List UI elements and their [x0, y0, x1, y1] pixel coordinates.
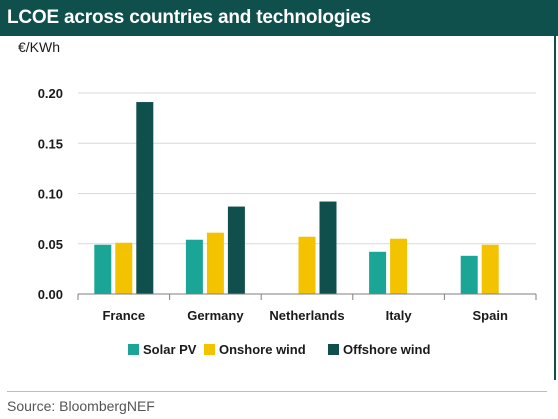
- bar-onshore-wind-italy: [390, 238, 408, 294]
- x-tick-label: Germany: [187, 308, 244, 323]
- y-tick-label: 0.20: [38, 86, 63, 101]
- bar-solar-pv-spain: [460, 255, 478, 294]
- source-divider: [7, 391, 547, 392]
- title-bar: LCOE across countries and technologies: [0, 0, 558, 36]
- chart-title: LCOE across countries and technologies: [7, 7, 372, 28]
- y-axis-ticks: 0.00 0.05 0.10 0.15 0.20: [38, 86, 63, 302]
- y-tick-label: 0.00: [38, 287, 63, 302]
- legend-swatch: [204, 344, 215, 355]
- legend-swatch: [328, 344, 339, 355]
- legend-label: Offshore wind: [343, 342, 430, 357]
- bar-onshore-wind-netherlands: [298, 236, 316, 294]
- legend-label: Onshore wind: [219, 342, 306, 357]
- y-tick-label: 0.10: [38, 187, 63, 202]
- bar-onshore-wind-france: [115, 242, 133, 294]
- bar-offshore-wind-germany: [227, 206, 245, 294]
- legend: Solar PV Onshore wind Offshore wind: [128, 342, 430, 357]
- bar-onshore-wind-spain: [481, 244, 499, 294]
- bar-solar-pv-italy: [369, 251, 387, 294]
- legend-swatch: [128, 344, 139, 355]
- bar-chart: €/KWh 0.00 0.05 0.10 0.15 0.20 France Germany…: [18, 39, 537, 357]
- x-axis: France Germany Netherlands Italy Spain: [77, 293, 537, 323]
- bar-solar-pv-germany: [185, 239, 203, 294]
- bar-offshore-wind-france: [136, 102, 154, 294]
- y-tick-label: 0.05: [38, 237, 63, 252]
- bar-solar-pv-france: [94, 244, 112, 294]
- legend-label: Solar PV: [143, 342, 197, 357]
- x-tick-label: Italy: [386, 308, 413, 323]
- y-tick-label: 0.15: [38, 136, 63, 151]
- source-note: Source: BloombergNEF: [7, 398, 155, 414]
- x-tick-label: France: [102, 308, 145, 323]
- x-tick-label: Netherlands: [269, 308, 344, 323]
- x-tick-label: Spain: [472, 308, 507, 323]
- bar-onshore-wind-germany: [206, 232, 224, 294]
- bars: [94, 102, 499, 294]
- y-axis-unit-label: €/KWh: [18, 39, 60, 55]
- bar-offshore-wind-netherlands: [319, 201, 337, 294]
